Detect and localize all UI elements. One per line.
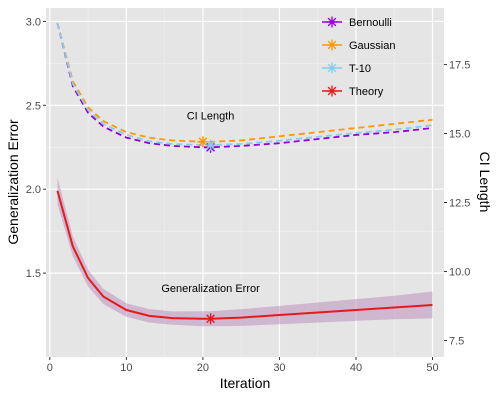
x-tick-label: 10 [120, 362, 132, 374]
marker-t-10 [205, 139, 217, 151]
legend-label: Gaussian [349, 40, 395, 52]
x-tick-label: 20 [197, 362, 209, 374]
x-tick-label: 0 [47, 362, 53, 374]
confidence-band-layer [57, 177, 433, 327]
marker-gaussian [197, 136, 209, 148]
confidence-band-theory [57, 177, 433, 327]
y2-tick-label: 17.5 [449, 60, 470, 72]
x-tick-label: 50 [426, 362, 438, 374]
legend-label: T-10 [349, 63, 371, 75]
y2-axis-title: CI Length [477, 152, 493, 213]
legend: Bernoulli Gaussian T-10 Theory [322, 16, 395, 98]
series-markers [197, 136, 217, 325]
y2-tick-label: 12.5 [449, 198, 470, 210]
grid [46, 8, 444, 357]
y-tick-label: 2.0 [26, 184, 41, 196]
annotation-generalization-error: Generalization Error [161, 283, 260, 295]
y-axis-ticks: 1.5 2.0 2.5 3.0 [26, 16, 46, 280]
y-tick-label: 2.5 [26, 100, 41, 112]
legend-item-theory: Theory [322, 85, 384, 98]
y-axis-title: Generalization Error [5, 119, 21, 245]
legend-label: Bernoulli [349, 17, 392, 29]
legend-item-bernoulli: Bernoulli [322, 16, 392, 29]
line-theory [56, 190, 433, 320]
legend-item-t-10: T-10 [322, 62, 371, 75]
marker-theory [205, 313, 217, 325]
y2-axis-ticks: 7.5 10.0 12.5 15.0 17.5 [444, 60, 470, 347]
y2-tick-label: 10.0 [449, 266, 470, 278]
legend-label: Theory [349, 86, 384, 98]
x-axis-title: Iteration [220, 375, 271, 391]
annotation-ci-length: CI Length [187, 110, 235, 122]
y-tick-label: 3.0 [26, 16, 41, 28]
x-tick-label: 40 [350, 362, 362, 374]
y2-tick-label: 15.0 [449, 129, 470, 141]
legend-item-gaussian: Gaussian [322, 39, 395, 52]
plot-panel [46, 8, 444, 357]
y2-tick-label: 7.5 [449, 335, 464, 347]
x-tick-label: 30 [273, 362, 285, 374]
x-axis-ticks: 0 10 20 30 40 50 [47, 357, 439, 374]
line-bernoulli [56, 22, 433, 149]
y-tick-label: 1.5 [26, 268, 41, 280]
